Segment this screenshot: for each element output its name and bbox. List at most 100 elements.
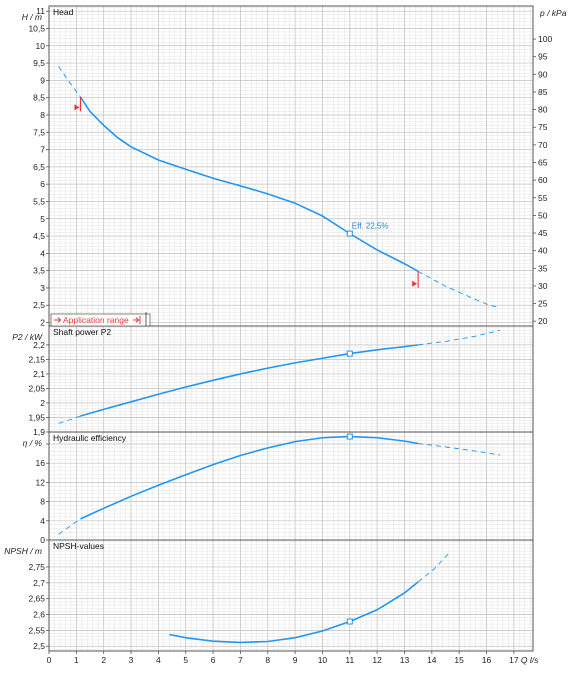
y-right-tick-label: 25	[538, 299, 548, 309]
x-tick-label: 9	[293, 655, 298, 665]
y-tick-label: 1,9	[33, 427, 45, 437]
y-right-tick-label: 35	[538, 263, 548, 273]
y-tick-label: 4,5	[33, 231, 45, 241]
application-range-box	[50, 313, 151, 327]
y-right-tick-label: 95	[538, 52, 548, 62]
range-arrow-marker	[74, 104, 80, 111]
y-right-tick-label: 20	[538, 316, 548, 326]
range-end-icon	[133, 316, 141, 324]
application-range-label: Application range	[63, 315, 129, 325]
y-tick-label: 5,5	[33, 196, 45, 206]
y-right-tick-label: 65	[538, 158, 548, 168]
curve-dashed-left-power	[58, 415, 81, 424]
curve-solid-head	[79, 96, 419, 273]
operating-point-head	[346, 230, 353, 237]
y-tick-label: 8,5	[33, 93, 45, 103]
x-tick-label: 7	[238, 655, 243, 665]
y-tick-label: 7,5	[33, 127, 45, 137]
panel-frame-head	[48, 5, 534, 327]
y-tick-label: 12	[36, 477, 46, 487]
y-tick-label: 2,5	[33, 300, 45, 310]
y-right-tick-label: 50	[538, 210, 548, 220]
curve-solid-npsh	[169, 581, 419, 644]
x-tick-label: 13	[400, 655, 410, 665]
curve-dashed-right-power	[418, 329, 501, 346]
y-tick-label: 2,65	[28, 594, 45, 604]
y-tick-label: 3	[40, 283, 45, 293]
panel-frame-npsh	[48, 539, 534, 652]
x-tick-label: 0	[47, 655, 52, 665]
x-axis-title: Q l/s	[521, 655, 539, 665]
grid-layer	[46, 5, 536, 654]
curve-dashed-right-npsh	[417, 550, 452, 583]
y-tick-label: 11	[36, 6, 45, 16]
arrow-right-icon	[54, 317, 62, 323]
x-tick-label: 10	[318, 655, 328, 665]
y-axis-title-efficiency: η / %	[23, 438, 43, 448]
y-tick-label: 8	[40, 110, 45, 120]
y-right-tick-label: 85	[538, 87, 548, 97]
y-tick-label: 9	[40, 75, 45, 85]
y-tick-label: 5	[40, 214, 45, 224]
y-tick-label: 6	[40, 179, 45, 189]
y-right-tick-label: 90	[538, 69, 548, 79]
curve-dashed-right-efficiency	[418, 443, 501, 456]
x-tick-label: 15	[454, 655, 464, 665]
y-right-tick-label: 100	[538, 34, 552, 44]
y-right-tick-label: 75	[538, 122, 548, 132]
x-tick-label: 2	[101, 655, 106, 665]
y-tick-label: 2,1	[33, 369, 45, 379]
y-tick-label: 7	[40, 145, 45, 155]
x-tick-label: 8	[265, 655, 270, 665]
y-axis-right-title: p / kPa	[539, 8, 567, 18]
x-tick-label: 16	[482, 655, 492, 665]
x-tick-label: 1	[74, 655, 79, 665]
y-axis-title-head: H / m	[22, 12, 42, 22]
y-right-tick-label: 55	[538, 193, 548, 203]
y-axis-title-power: P2 / kW	[12, 332, 43, 342]
x-tick-label: 12	[372, 655, 382, 665]
operating-point-npsh	[346, 618, 353, 625]
y-tick-label: 2,55	[28, 625, 45, 635]
curve-layer	[58, 66, 501, 644]
x-tick-label: 5	[183, 655, 188, 665]
x-tick-label: 14	[427, 655, 437, 665]
curve-dashed-left-head	[58, 66, 81, 98]
y-tick-label: 10	[36, 41, 46, 51]
y-tick-label: 16	[36, 458, 46, 468]
y-right-tick-label: 40	[538, 246, 548, 256]
y-tick-label: 4	[40, 516, 45, 526]
y-axis-title-npsh: NPSH / m	[4, 546, 42, 556]
y-right-tick-label: 60	[538, 175, 548, 185]
efficiency-annotation: Eff. 22,5%	[352, 222, 389, 231]
y-right-tick-label: 30	[538, 281, 548, 291]
panel-title-power: Shaft power P2	[53, 327, 111, 337]
y-tick-label: 0	[40, 535, 45, 545]
x-tick-label: 3	[129, 655, 134, 665]
y-tick-label: 6,5	[33, 162, 45, 172]
y-right-tick-label: 45	[538, 228, 548, 238]
x-tick-label: 6	[211, 655, 216, 665]
y-tick-label: 2,75	[28, 562, 45, 572]
y-tick-label: 4	[40, 248, 45, 258]
y-tick-label: 2,15	[28, 354, 45, 364]
curve-dashed-right-head	[417, 270, 501, 309]
y-tick-label: 3,5	[33, 266, 45, 276]
y-tick-label: 2	[40, 398, 45, 408]
range-arrow-marker	[412, 280, 418, 287]
y-tick-label: 2,5	[33, 641, 45, 651]
x-tick-label: 4	[156, 655, 161, 665]
panel-title-head: Head	[53, 7, 74, 17]
panel-title-npsh: NPSH-values	[53, 541, 104, 551]
y-tick-label: 2,05	[28, 383, 45, 393]
x-tick-label: 11	[345, 655, 354, 665]
curve-solid-efficiency	[80, 435, 419, 520]
label-layer: 22,533,544,555,566,577,588,599,51010,511…	[4, 6, 567, 665]
y-tick-label: 2,6	[33, 610, 45, 620]
panel-title-efficiency: Hydraulic efficiency	[53, 433, 127, 443]
y-tick-label: 8	[40, 497, 45, 507]
y-tick-label: 1,95	[28, 412, 45, 422]
curve-dashed-left-efficiency	[58, 518, 81, 535]
y-tick-label: 2,7	[33, 578, 45, 588]
